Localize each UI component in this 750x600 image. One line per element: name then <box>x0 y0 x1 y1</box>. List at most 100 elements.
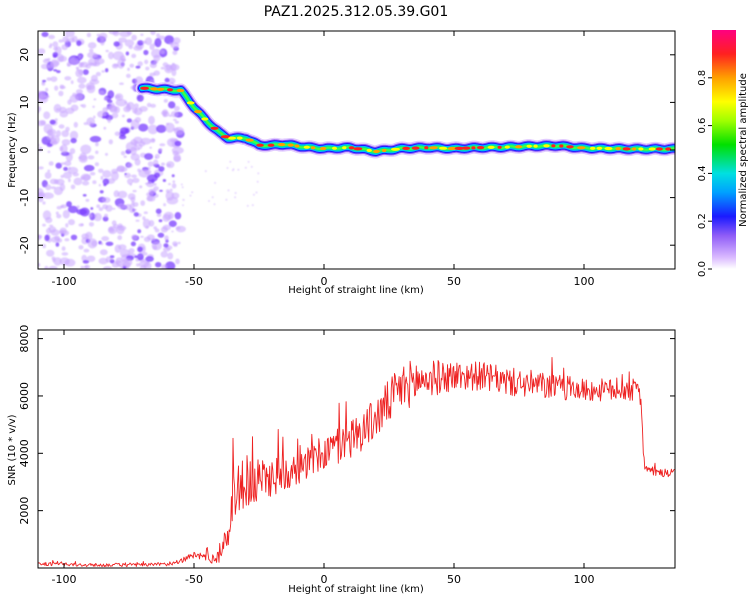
noise-blob <box>87 42 97 49</box>
spectrogram-signal-track <box>135 81 675 159</box>
noise-blob <box>135 219 140 222</box>
noise-blob <box>78 223 84 227</box>
noise-blob <box>124 39 135 47</box>
noise-blob <box>55 242 60 247</box>
signal-hotspot <box>220 135 231 139</box>
noise-blob <box>229 160 232 163</box>
noise-blob <box>115 98 128 107</box>
noise-blob <box>160 66 165 70</box>
noise-blob <box>227 189 230 192</box>
signal-hotspot <box>596 146 603 150</box>
noise-blob <box>118 37 127 43</box>
signal-hotspot <box>471 146 476 150</box>
noise-blob <box>128 248 135 254</box>
noise-blob <box>98 183 101 187</box>
noise-blob <box>82 180 90 186</box>
signal-hotspot <box>353 147 363 151</box>
noise-blob <box>237 168 240 171</box>
noise-blob <box>138 123 149 132</box>
noise-blob <box>80 104 84 107</box>
noise-blob <box>154 60 159 64</box>
noise-blob <box>167 252 174 260</box>
noise-blob <box>123 155 127 158</box>
noise-blob <box>112 207 116 210</box>
noise-blob <box>127 178 134 185</box>
noise-blob <box>162 62 169 67</box>
noise-blob <box>59 227 67 235</box>
noise-blob <box>151 138 155 142</box>
noise-blob <box>44 234 50 242</box>
noise-blob <box>116 225 125 235</box>
noise-blob <box>154 37 162 48</box>
noise-blob <box>78 154 88 163</box>
noise-blob <box>85 231 93 240</box>
noise-blob <box>87 238 98 249</box>
noise-blob <box>208 200 210 202</box>
x-tick-label: 50 <box>447 275 461 288</box>
signal-hotspot <box>342 146 347 150</box>
signal-hotspot <box>504 145 510 149</box>
noise-blob <box>44 95 50 98</box>
noise-blob <box>134 143 138 147</box>
noise-blob <box>124 173 127 175</box>
noise-blob <box>163 211 174 220</box>
noise-blob <box>119 127 129 135</box>
signal-hotspot <box>382 148 387 153</box>
noise-blob <box>61 44 68 51</box>
noise-blob <box>139 106 148 112</box>
noise-blob <box>67 205 79 214</box>
noise-blob <box>182 204 184 207</box>
noise-blob <box>117 235 123 241</box>
noise-blob <box>47 227 51 230</box>
noise-blob <box>100 242 104 246</box>
x-tick-label: 100 <box>574 275 595 288</box>
noise-blob <box>61 130 69 138</box>
noise-blob <box>47 150 51 153</box>
signal-hotspot <box>287 143 294 147</box>
noise-blob <box>171 174 175 178</box>
noise-blob <box>161 264 168 269</box>
noise-blob <box>150 103 157 108</box>
snr-panel: -100 -50 0 50 100 2000 4000 6000 8000 Height of… <box>7 325 676 595</box>
noise-blob <box>173 126 185 135</box>
noise-blob <box>38 234 42 241</box>
noise-blob <box>102 197 111 203</box>
noise-blob <box>163 243 169 248</box>
noise-blob <box>42 58 50 64</box>
signal-hotspot <box>577 146 586 150</box>
noise-blob <box>167 77 176 85</box>
noise-blob <box>65 31 75 38</box>
noise-blob <box>107 118 112 123</box>
noise-blob <box>130 196 136 203</box>
noise-blob <box>70 184 76 190</box>
noise-blob <box>115 260 122 264</box>
noise-blob <box>162 109 168 114</box>
x-tick: 100 <box>574 31 595 288</box>
noise-blob <box>73 121 79 128</box>
noise-blob <box>172 50 178 56</box>
signal-hotspot <box>228 136 237 140</box>
noise-blob <box>38 48 46 55</box>
noise-blob <box>46 77 52 81</box>
noise-blob <box>160 251 168 258</box>
noise-blob <box>102 216 109 222</box>
noise-blob <box>94 162 99 167</box>
noise-blob <box>104 213 108 218</box>
y-tick-label: 6000 <box>18 382 31 410</box>
noise-blob <box>43 111 51 120</box>
noise-blob <box>169 188 173 192</box>
signal-hotspot <box>424 146 429 150</box>
signal-hotspot <box>515 145 523 149</box>
noise-blob <box>158 219 163 223</box>
x-tick: -100 <box>52 31 76 288</box>
noise-blob <box>173 105 180 112</box>
noise-blob <box>53 69 58 72</box>
noise-blob <box>54 118 58 122</box>
noise-blob <box>130 153 140 161</box>
noise-blob <box>48 161 54 166</box>
signal-hotspot <box>461 146 471 150</box>
noise-blob <box>53 257 62 266</box>
noise-blob <box>119 31 131 38</box>
noise-blob <box>45 184 52 191</box>
noise-blob <box>50 76 58 82</box>
